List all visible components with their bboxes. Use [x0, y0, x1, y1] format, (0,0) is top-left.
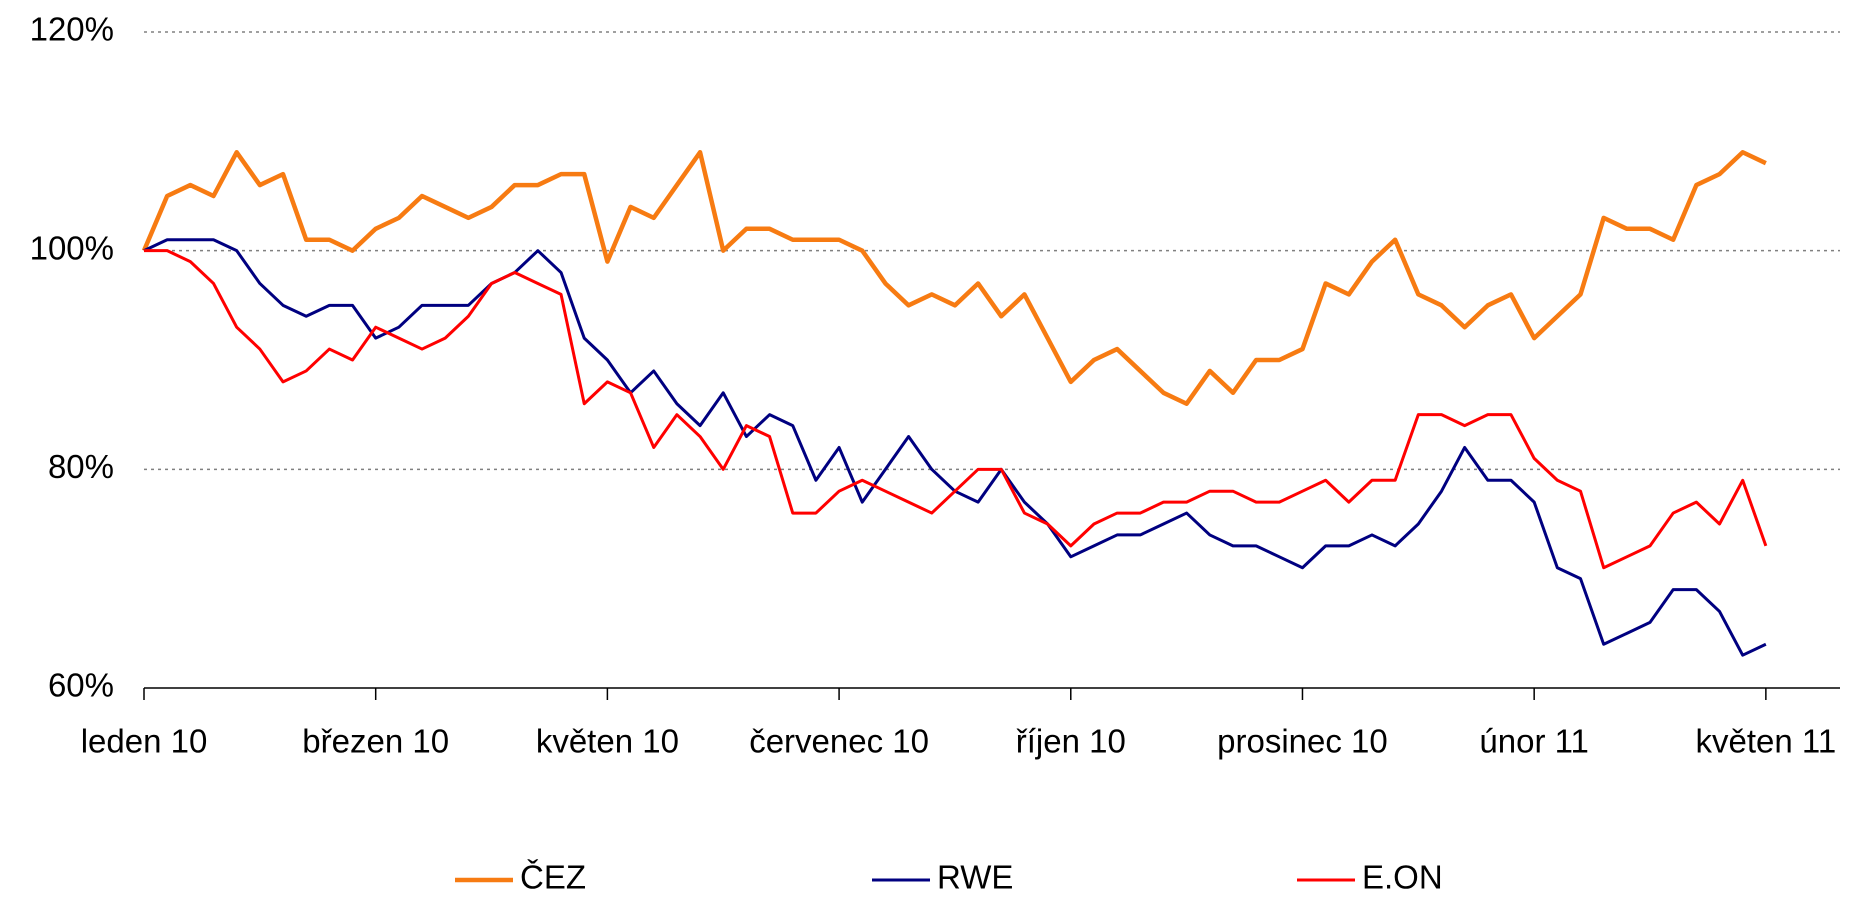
x-tick-label: únor 11	[1479, 723, 1588, 760]
y-tick-label: 100%	[30, 229, 114, 266]
legend-label: RWE	[937, 859, 1013, 896]
series-line	[141, 150, 1767, 406]
series-line	[144, 249, 1768, 570]
x-tick-label: říjen 10	[1016, 723, 1126, 760]
legend-label: E.ON	[1362, 859, 1443, 896]
x-tick-label: leden 10	[81, 723, 208, 760]
x-tick-label: květen 11	[1696, 723, 1837, 760]
x-tick-label: červenec 10	[749, 723, 929, 760]
y-tick-label: 60%	[48, 667, 114, 704]
y-tick-label: 120%	[30, 11, 114, 48]
x-tick-label: prosinec 10	[1217, 723, 1388, 760]
x-tick-label: březen 10	[302, 723, 449, 760]
legend-label: ČEZ	[520, 859, 586, 896]
series-line	[143, 238, 1767, 657]
y-tick-label: 80%	[48, 448, 114, 485]
x-tick-label: květen 10	[536, 723, 679, 760]
